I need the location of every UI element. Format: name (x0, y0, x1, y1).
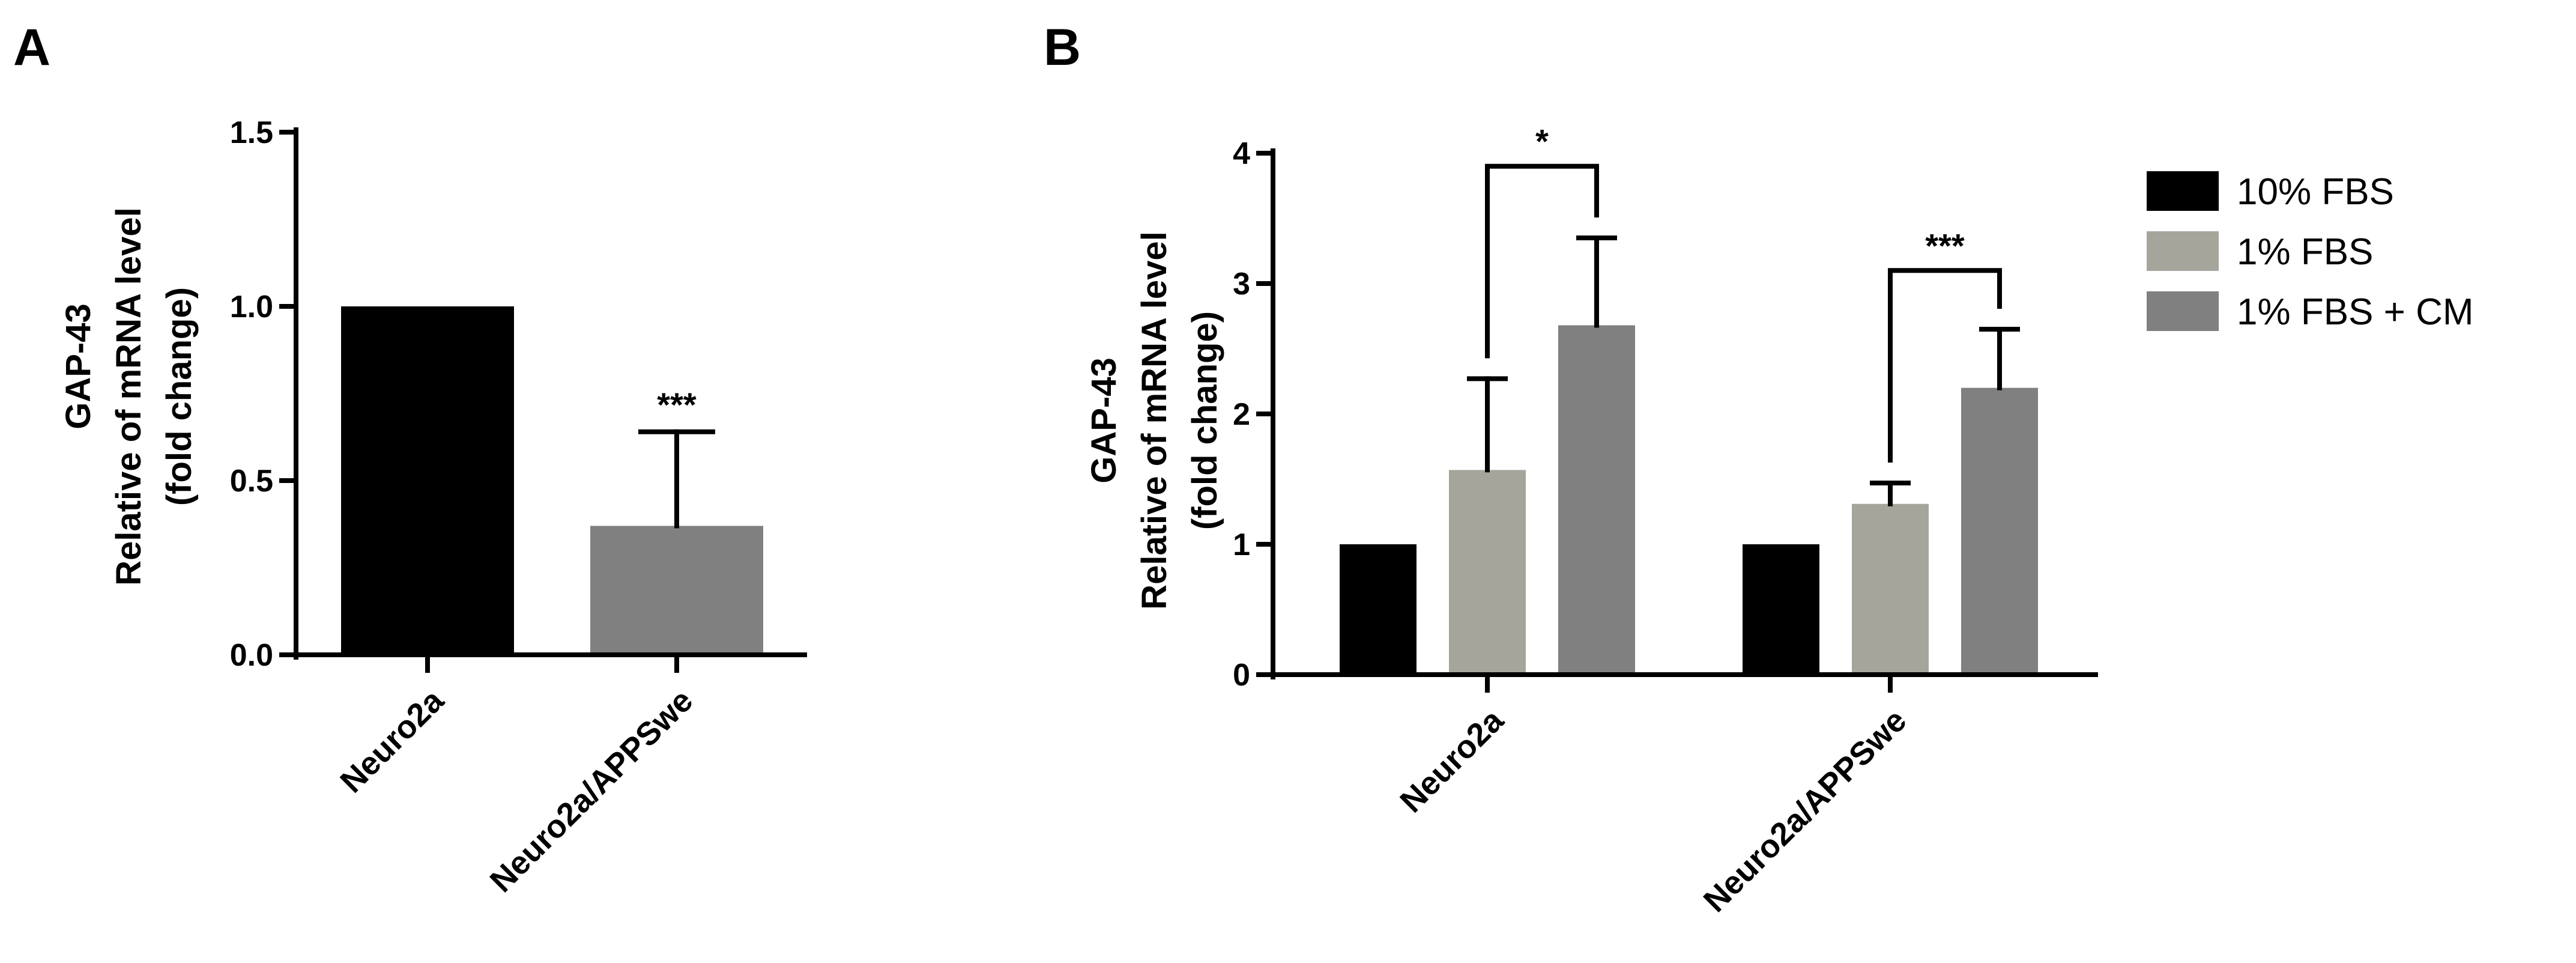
panel-a-tick-label: 1.5 (230, 115, 273, 150)
panel-b-tick-label: 3 (1233, 267, 1250, 302)
panel-b-significance-bracket (1485, 163, 1599, 359)
legend-label: 1% FBS (2237, 231, 2373, 273)
panel-b-tick-label: 1 (1233, 527, 1250, 562)
panel-b-tick-label: 0 (1233, 658, 1250, 693)
panel-a-ylabel-line1: GAP-43 (59, 303, 98, 430)
panel-b-bar (1961, 387, 2038, 675)
panel-b-bars (1340, 325, 2038, 675)
panel-a-bar (590, 526, 763, 655)
legend-swatch (2147, 231, 2219, 271)
panel-a-significance: *** (657, 386, 697, 424)
panel-a-ylabel-line3: (fold change) (160, 287, 199, 506)
legend-swatch (2147, 291, 2219, 331)
panel-b: B GAP-43 Relative of mRNA level (fold ch… (1044, 19, 2474, 919)
panel-b-significance-bracket (1888, 268, 2002, 463)
panel-b-bar (1743, 544, 1819, 675)
panel-b-tick-label: 4 (1233, 136, 1250, 171)
panel-a-tick-label: 0.5 (230, 464, 273, 499)
panel-a-category-label: Neuro2a/APPSwe (483, 682, 700, 899)
panel-b-ylabel-line1: GAP-43 (1084, 357, 1123, 484)
panel-b-axes (1256, 148, 2098, 693)
panel-b-bar (1340, 544, 1416, 675)
panel-b-category-label: Neuro2a (1393, 702, 1511, 819)
legend: 10% FBS 1% FBS 1% FBS + CM (2147, 171, 2474, 333)
legend-swatch (2147, 171, 2219, 211)
panel-b-y-ticks: 0 1 2 3 4 (1233, 136, 1250, 693)
panel-a-y-ticks: 0.0 0.5 1.0 1.5 (230, 115, 273, 673)
panel-a-category-label: Neuro2a (333, 682, 451, 800)
panel-a-error-bars (638, 429, 715, 529)
panel-a-tick-label: 0.0 (230, 638, 273, 673)
panel-b-bar (1852, 503, 1929, 675)
legend-label: 10% FBS (2237, 171, 2394, 213)
panel-b-ylabel-line2: Relative of mRNA level (1135, 231, 1174, 610)
panel-b-category-label: Neuro2a/APPSwe (1697, 702, 1914, 919)
panel-a-axes (279, 127, 807, 673)
panel-a: A GAP-43 Relative of mRNA level (fold ch… (13, 19, 807, 899)
panel-b-error-bars (1467, 235, 2020, 506)
panel-b-significance-brackets (1485, 163, 2002, 463)
panel-b-label: B (1044, 19, 1081, 76)
panel-a-bars (341, 306, 763, 655)
panel-b-tick-label: 2 (1233, 397, 1250, 432)
panel-b-bar (1449, 470, 1526, 675)
panel-b-significance: * (1535, 123, 1549, 160)
panel-b-significance: *** (1925, 226, 1965, 264)
panel-b-bar (1558, 325, 1635, 675)
panel-a-bar (341, 306, 514, 655)
legend-label: 1% FBS + CM (2237, 291, 2474, 333)
panel-a-tick-label: 1.0 (230, 290, 273, 324)
panel-a-label: A (13, 19, 50, 76)
panel-a-ylabel-line2: Relative of mRNA level (109, 207, 148, 586)
panel-b-ylabel-line3: (fold change) (1185, 311, 1224, 530)
